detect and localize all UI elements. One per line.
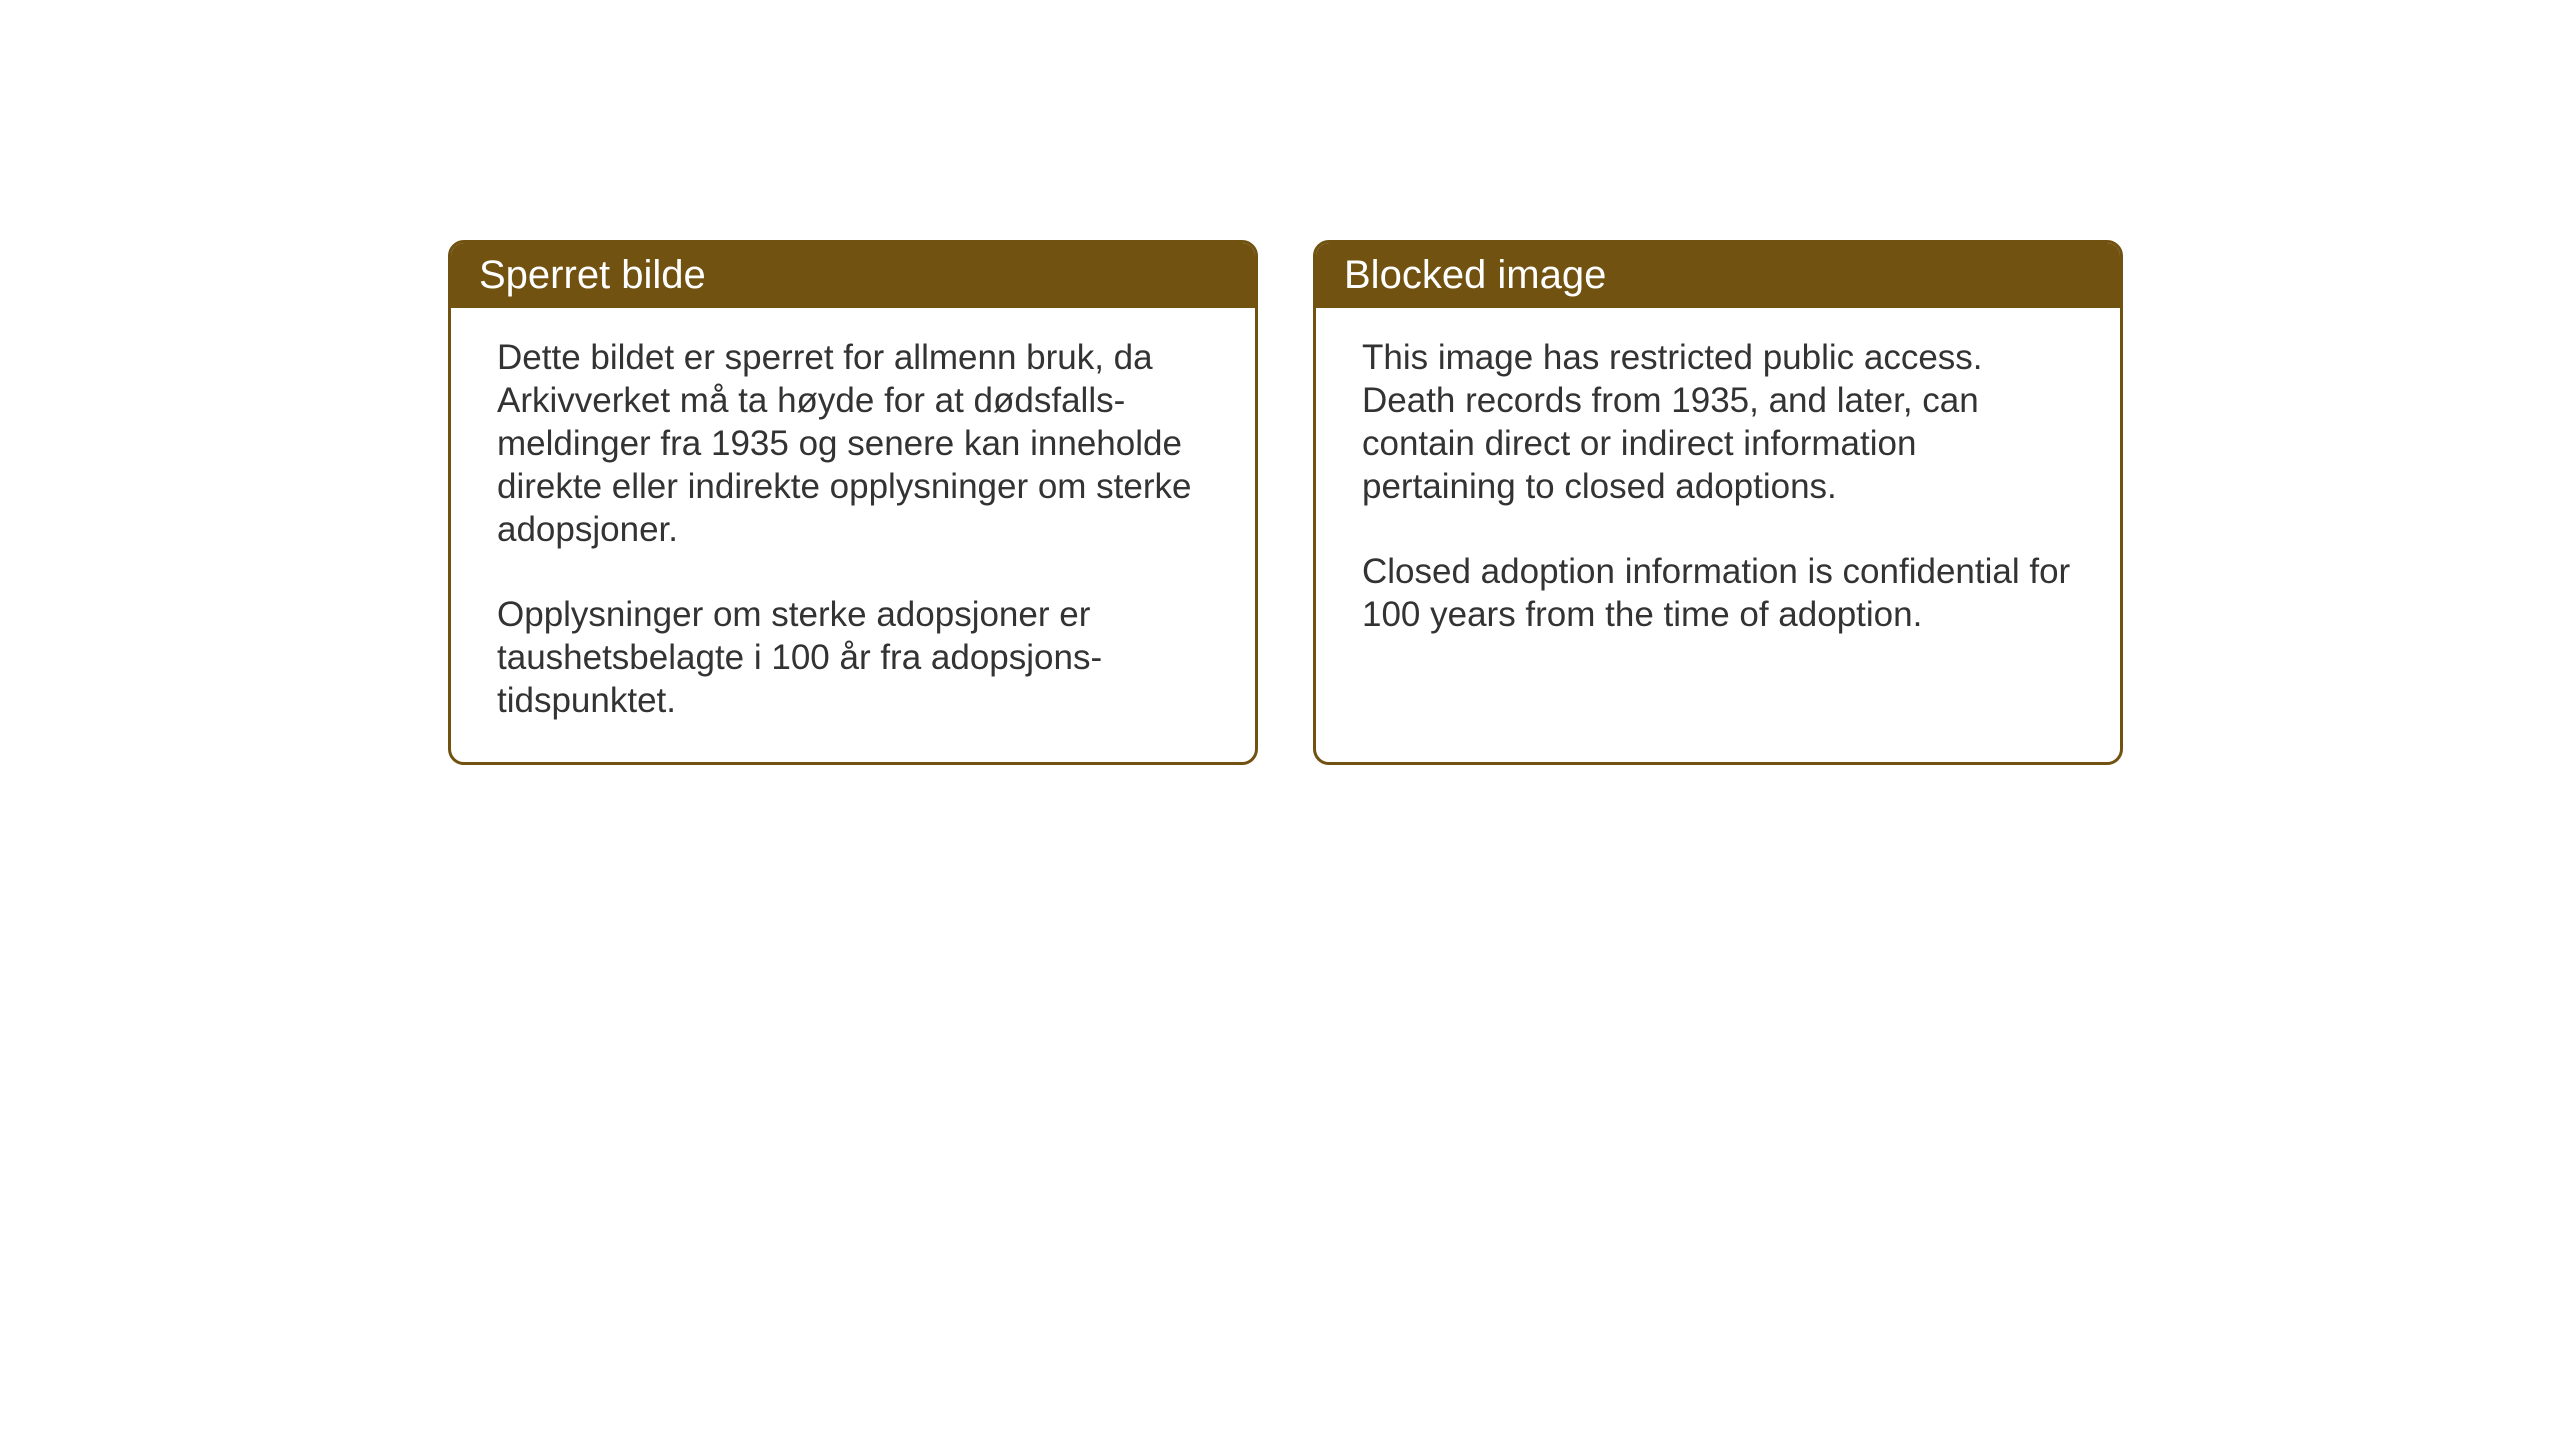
norwegian-paragraph-1: Dette bildet er sperret for allmenn bruk… bbox=[497, 336, 1209, 551]
norwegian-card-body: Dette bildet er sperret for allmenn bruk… bbox=[451, 308, 1255, 762]
notice-container: Sperret bilde Dette bildet er sperret fo… bbox=[448, 240, 2123, 765]
norwegian-card-title: Sperret bilde bbox=[451, 243, 1255, 308]
norwegian-notice-card: Sperret bilde Dette bildet er sperret fo… bbox=[448, 240, 1258, 765]
english-paragraph-2: Closed adoption information is confident… bbox=[1362, 550, 2074, 636]
english-card-body: This image has restricted public access.… bbox=[1316, 308, 2120, 676]
norwegian-paragraph-2: Opplysninger om sterke adopsjoner er tau… bbox=[497, 593, 1209, 722]
english-paragraph-1: This image has restricted public access.… bbox=[1362, 336, 2074, 508]
english-card-title: Blocked image bbox=[1316, 243, 2120, 308]
english-notice-card: Blocked image This image has restricted … bbox=[1313, 240, 2123, 765]
